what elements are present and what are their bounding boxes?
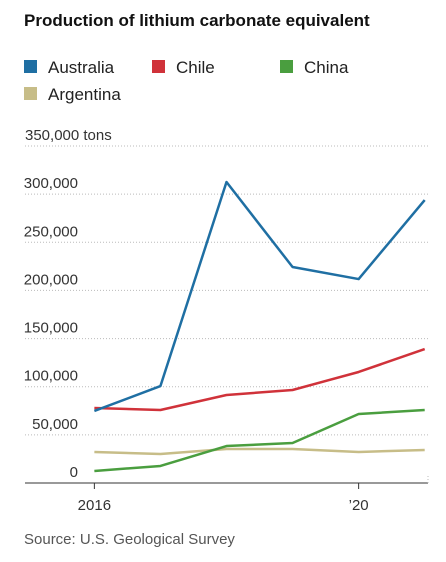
series-line	[94, 408, 425, 473]
legend-swatch	[280, 60, 293, 73]
y-tick-label: 300,000	[24, 175, 78, 192]
y-tick-label: 150,000	[24, 320, 78, 337]
x-tick-label: 2016	[78, 497, 111, 514]
y-tick-label: 200,000	[24, 271, 78, 288]
legend-label: China	[304, 58, 349, 77]
x-tick-label: ’20	[349, 497, 369, 514]
legend-label: Australia	[48, 58, 115, 77]
chart-title: Production of lithium carbonate equivale…	[24, 11, 370, 30]
y-tick-label: 100,000	[24, 368, 78, 385]
y-tick-label: 350,000 tons	[25, 127, 112, 144]
legend-label: Chile	[176, 58, 215, 77]
source: Source: U.S. Geological Survey	[24, 531, 235, 548]
series-line	[94, 347, 426, 412]
y-tick-label: 0	[70, 464, 78, 481]
legend-label: Argentina	[48, 85, 121, 104]
legend-swatch	[24, 87, 37, 100]
series-line	[94, 447, 425, 456]
legend-swatch	[24, 60, 37, 73]
legend-swatch	[152, 60, 165, 73]
series-line	[93, 180, 426, 413]
y-tick-label: 250,000	[24, 223, 78, 240]
y-tick-label: 50,000	[32, 416, 78, 433]
